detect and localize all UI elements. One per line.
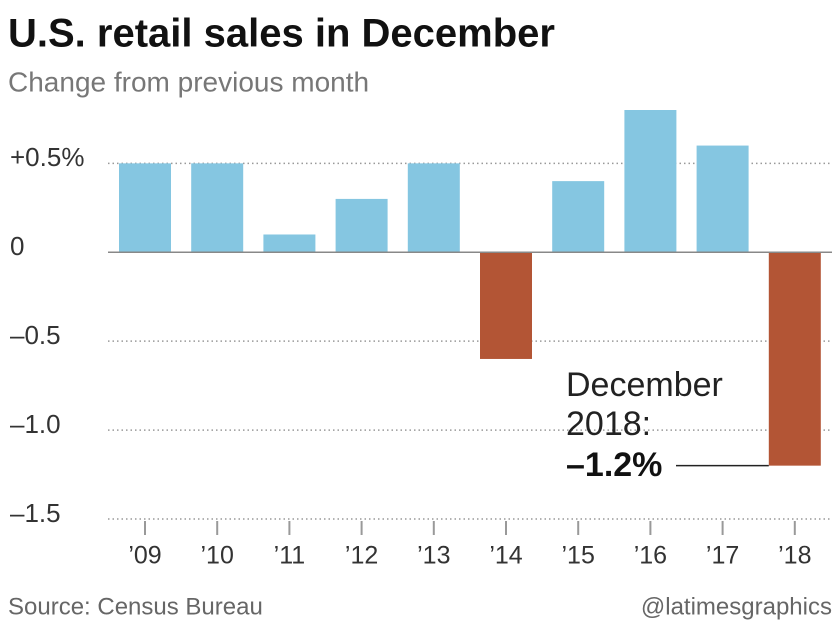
value-label: –1.2% [566, 446, 662, 484]
x-tick-label: ’11 [274, 542, 306, 570]
x-tick-label: ’16 [634, 542, 667, 570]
x-tick-label: ’13 [417, 542, 450, 570]
x-tick-label: ’09 [128, 542, 161, 570]
bar [335, 198, 388, 253]
y-tick-label: +0.5% [10, 142, 84, 172]
bar [480, 252, 532, 359]
bar [191, 163, 244, 253]
annotation: December [566, 366, 723, 404]
chart-title: U.S. retail sales in December [8, 12, 555, 56]
bar [696, 145, 749, 253]
x-tick-label: ’15 [562, 542, 595, 570]
y-tick-label: –0.5 [10, 320, 61, 350]
x-tick-label: ’12 [345, 542, 378, 570]
bar [768, 252, 821, 466]
source: Source: Census Bureau [8, 593, 263, 620]
y-tick-label: –1.5 [10, 498, 61, 528]
credit: @latimesgraphics [641, 593, 832, 620]
bar [263, 234, 316, 253]
chart-subtitle: Change from previous month [8, 66, 369, 97]
annotation: 2018: [566, 405, 651, 443]
y-tick-label: –1.0 [10, 409, 61, 439]
bar [407, 163, 460, 253]
bar [119, 163, 171, 253]
bar [552, 181, 605, 253]
x-tick-label: ’14 [489, 542, 522, 570]
x-tick-label: ’17 [706, 542, 739, 570]
bar [624, 110, 677, 253]
x-tick-label: ’10 [201, 542, 234, 570]
x-tick-label: ’18 [778, 542, 811, 570]
y-tick-label: 0 [10, 231, 24, 261]
